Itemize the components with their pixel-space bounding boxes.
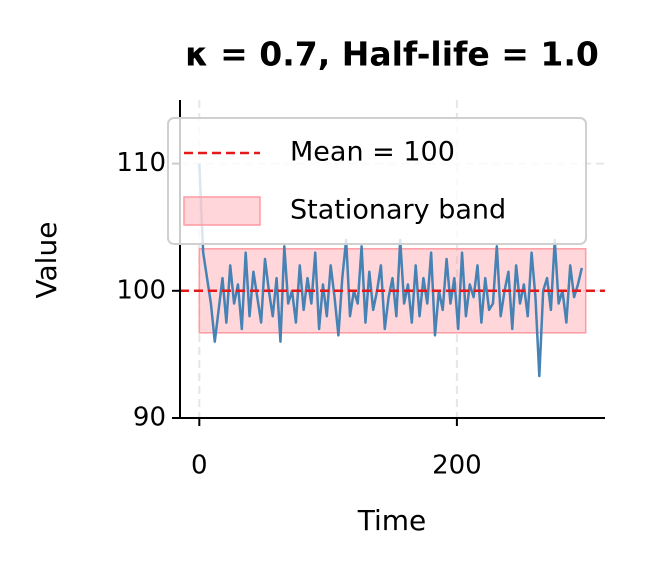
y-tick-label: 100	[116, 275, 166, 305]
series-line	[198, 163, 584, 378]
x-tick-label: 200	[432, 451, 482, 481]
x-axis-label: Time	[357, 504, 427, 537]
y-axis-label: Value	[30, 222, 63, 299]
y-tick-label: 110	[116, 148, 166, 178]
y-tick-label: 90	[133, 403, 166, 433]
legend-label: Mean = 100	[290, 137, 455, 168]
legend-box	[167, 117, 587, 245]
chart-title: κ = 0.7, Half-life = 1.0	[185, 35, 599, 74]
legend-swatch	[183, 196, 261, 226]
x-tick-label: 0	[191, 451, 208, 481]
legend-label: Stationary band	[290, 195, 506, 226]
